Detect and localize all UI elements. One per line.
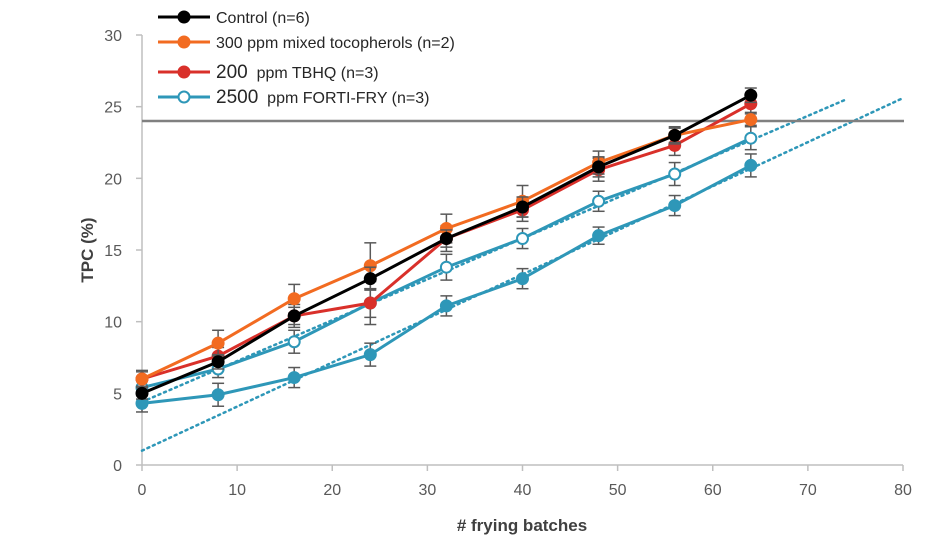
data-point <box>516 200 529 214</box>
data-point <box>668 199 682 213</box>
x-tick-label: 60 <box>704 482 722 499</box>
data-point <box>744 88 758 102</box>
data-point <box>211 388 225 402</box>
data-point <box>439 232 453 246</box>
legend-marker <box>177 65 191 79</box>
data-point <box>287 309 301 323</box>
y-tick-label: 15 <box>104 243 122 260</box>
x-tick-label: 50 <box>609 482 627 499</box>
data-point <box>135 386 149 400</box>
data-point <box>363 272 377 286</box>
series <box>135 87 758 400</box>
data-point <box>287 292 301 306</box>
data-point <box>516 272 529 286</box>
x-tick-label: 30 <box>418 482 436 499</box>
data-point <box>439 299 453 313</box>
legend-label: 300 ppm mixed tocopherols (n=2) <box>216 35 455 52</box>
data-point <box>592 194 606 208</box>
data-point <box>744 113 758 127</box>
y-tick-label: 25 <box>104 100 122 117</box>
y-tick-label: 10 <box>104 315 122 332</box>
x-tick-label: 0 <box>138 482 147 499</box>
legend-marker <box>177 90 191 104</box>
data-point <box>744 158 758 172</box>
data-point <box>592 229 606 243</box>
data-point <box>744 131 758 145</box>
data-point <box>211 336 225 350</box>
y-tick-label: 5 <box>113 386 122 403</box>
legend-marker <box>177 35 191 49</box>
x-tick-label: 70 <box>799 482 817 499</box>
x-tick-label: 80 <box>894 482 912 499</box>
y-tick-label: 30 <box>104 28 122 45</box>
x-axis-label: # frying batches <box>457 516 587 535</box>
data-point <box>668 128 682 142</box>
legend-marker <box>177 10 191 24</box>
x-tick-label: 40 <box>514 482 532 499</box>
data-point <box>516 232 529 246</box>
data-point <box>363 296 377 310</box>
legend-label: Control (n=6) <box>216 10 310 27</box>
y-tick-label: 20 <box>104 171 122 188</box>
series-line <box>141 164 752 405</box>
series <box>135 153 758 413</box>
data-point <box>668 167 682 181</box>
legend-label: 2500 ppm FORTI-FRY (n=3) <box>216 87 429 108</box>
data-point <box>592 160 606 174</box>
x-tick-label: 10 <box>228 482 246 499</box>
y-tick-label: 0 <box>113 458 122 475</box>
y-axis-label: TPC (%) <box>78 217 97 282</box>
data-point <box>287 371 301 385</box>
data-point <box>135 372 149 386</box>
legend-label: 200 ppm TBHQ (n=3) <box>216 62 379 83</box>
data-point <box>439 260 453 274</box>
data-point <box>363 348 377 362</box>
data-point <box>287 335 301 349</box>
data-point <box>211 355 225 369</box>
x-tick-label: 20 <box>323 482 341 499</box>
